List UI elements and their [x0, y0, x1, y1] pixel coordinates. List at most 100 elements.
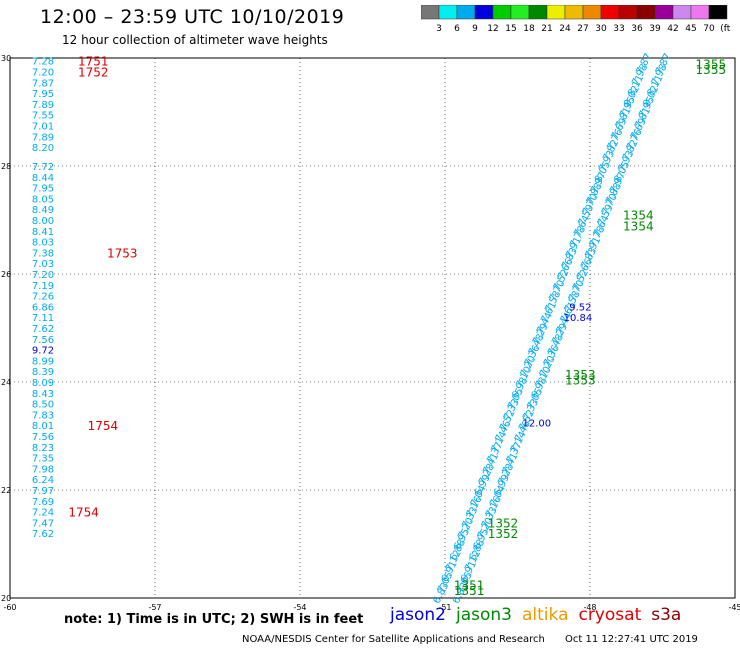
swh-label: 8.44: [32, 173, 54, 184]
colorbar-label: (ft): [720, 24, 731, 34]
time-label: 1351: [454, 584, 485, 598]
swh-label: 8.00: [32, 216, 54, 227]
colorbar-label: 33: [613, 24, 624, 34]
colorbar-label: 30: [595, 24, 607, 34]
time-label: 1354: [623, 209, 654, 223]
swh-label: 7.95: [32, 89, 54, 100]
colorbar-label: 3: [436, 24, 442, 34]
colorbar-label: 24: [559, 24, 571, 34]
time-label: 1353: [565, 368, 596, 382]
time-label: 1353: [565, 373, 596, 387]
colorbar-label: 42: [667, 24, 678, 34]
satellite-legend-altika: altika: [522, 605, 569, 625]
swh-label: 8.41: [32, 227, 54, 238]
swh-label: 7.56: [32, 432, 54, 443]
satellite-legend-jason2: jason2: [390, 605, 446, 625]
swh-label: 7.03: [32, 259, 54, 270]
colorbar-label: 18: [523, 24, 535, 34]
plot-frame: [9, 57, 736, 599]
swh-label: 9.72: [32, 346, 54, 357]
time-label: 1351: [454, 579, 485, 593]
swh-label: 7.87: [32, 78, 54, 89]
swh-label: 8.20: [32, 143, 54, 154]
swh-label: 7.38: [32, 248, 54, 259]
swh-label: 7.35: [32, 454, 54, 465]
satellite-legend-jason3: jason3: [456, 605, 512, 625]
time-label: 1352: [488, 527, 519, 541]
colorbar-label: 39: [649, 24, 661, 34]
colorbar-label: 12: [487, 24, 498, 34]
swh-label: 7.55: [32, 111, 54, 122]
swh-label: 8.09: [32, 378, 54, 389]
swh-label: 7.89: [32, 100, 54, 111]
y-tick-label: 26: [1, 270, 11, 279]
colorbar-swatch: [708, 5, 728, 20]
colorbar-label: 36: [631, 24, 643, 34]
colorbar-label: 45: [685, 24, 696, 34]
x-tick-label: -60: [3, 603, 16, 612]
swh-label: 7.83: [32, 410, 54, 421]
colorbar-label: 70: [703, 24, 715, 34]
swh-label: 7.19: [32, 281, 54, 292]
swh-label: 7.72: [32, 162, 54, 173]
swh-label: 7.20: [32, 270, 54, 281]
swh-label: 7.89: [32, 132, 54, 143]
chart-title: 12:00 – 23:59 UTC 10/10/2019: [40, 6, 345, 28]
swh-label: 6.86: [32, 302, 54, 313]
swh-label-highlight: 10.84: [564, 313, 593, 324]
swh-label: 8.01: [32, 421, 54, 432]
swh-label: 7.20: [32, 68, 54, 79]
colorbar-label: 27: [577, 24, 588, 34]
swh-label: 6.24: [32, 475, 54, 486]
swh-label: 8.50: [32, 400, 54, 411]
swh-label: 7.26: [32, 292, 54, 303]
swh-label: 7.11: [32, 313, 54, 324]
time-label: 1753: [107, 246, 138, 260]
satellite-legend-cryosat: cryosat: [578, 605, 642, 625]
swh-label: 7.56: [32, 335, 54, 346]
x-tick-label: -54: [293, 603, 306, 612]
x-tick-label: -45: [728, 603, 740, 612]
swh-label: 8.03: [32, 238, 54, 249]
swh-label-highlight: 12.00: [523, 419, 552, 430]
footer-credit: NOAA/NESDIS Center for Satellite Applica…: [242, 634, 545, 645]
swh-label: 7.28: [32, 57, 54, 68]
colorbar-label: 15: [505, 24, 516, 34]
time-label: 1355: [696, 63, 727, 77]
time-label: 1355: [696, 57, 727, 71]
swh-label: 7.87: [654, 52, 674, 77]
swh-label: 7.01: [32, 122, 54, 133]
swh-label: 8.05: [32, 194, 54, 205]
chart-subtitle: 12 hour collection of altimeter wave hei…: [62, 33, 328, 47]
x-tick-label: -51: [438, 603, 451, 612]
satellite-legend-s3a: s3a: [651, 605, 682, 625]
time-label: 1752: [78, 66, 109, 80]
colorbar-label: 21: [541, 24, 552, 34]
footer-timestamp: Oct 11 12:27:41 UTC 2019: [565, 634, 698, 645]
note-text: note: 1) Time is in UTC; 2) SWH is in fe…: [64, 612, 364, 627]
swh-label: 7.62: [32, 529, 54, 540]
swh-label: 8.23: [32, 443, 54, 454]
time-label: 1754: [68, 506, 99, 520]
satellite-legend: jason2 jason3 altika cryosat s3a: [390, 605, 691, 625]
x-tick-label: -57: [148, 603, 161, 612]
swh-label: 7.62: [32, 324, 54, 335]
y-tick-label: 28: [1, 162, 11, 171]
time-label: 1754: [88, 419, 119, 433]
swh-label: 7.47: [32, 518, 54, 529]
colorbar-label: 9: [472, 24, 478, 34]
swh-label: 8.49: [32, 205, 54, 216]
colorbar-label: 6: [454, 24, 460, 34]
y-tick-label: 20: [1, 594, 11, 603]
swh-label: 7.24: [32, 508, 54, 519]
x-tick-label: -48: [583, 603, 596, 612]
swh-label-highlight: 9.52: [569, 302, 591, 313]
y-tick-label: 30: [1, 54, 11, 63]
time-label: 1352: [488, 516, 519, 530]
swh-label: 7.97: [32, 486, 54, 497]
swh-label: 8.99: [32, 356, 54, 367]
swh-label: 7.87: [635, 52, 655, 77]
y-tick-label: 22: [1, 486, 11, 495]
